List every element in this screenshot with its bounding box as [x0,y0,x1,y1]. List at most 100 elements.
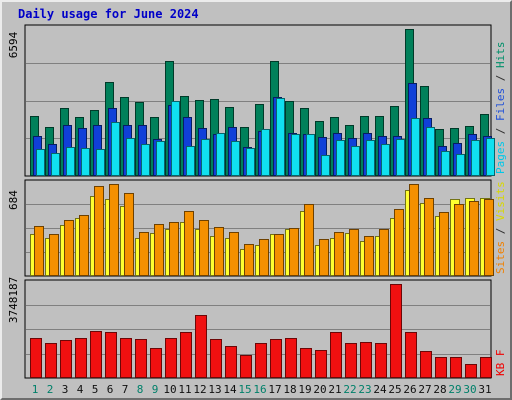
bar-kb-f-day-24 [375,343,387,378]
bar-pages-day-9 [156,141,165,176]
x-label-day-5: 5 [92,383,99,396]
legend-part-pages-files-hits-0: Pages [494,141,507,174]
legend-part-kbytes-0: KB F [494,350,507,377]
bar-pages-day-7 [126,138,135,176]
bar-sites-day-21 [334,232,344,276]
bar-sites-day-2 [49,234,59,276]
legend-part-pages-files-hits-4: Hits [494,42,507,69]
x-label-day-18: 18 [283,383,296,396]
bar-kb-f-day-11 [180,332,192,378]
bar-kb-f-day-8 [135,339,147,378]
bar-pages-day-16 [261,129,270,176]
bar-pages-day-3 [66,147,75,176]
bar-kb-f-day-18 [285,338,297,378]
bar-sites-day-29 [454,204,464,276]
legend-sites-visits: Sites / Visits [494,181,507,274]
bar-sites-day-30 [469,201,479,276]
bar-sites-day-31 [484,199,494,276]
bar-pages-day-25 [396,139,405,176]
x-label-day-30: 30 [463,383,476,396]
legend-part-pages-files-hits-2: Files [494,88,507,121]
bar-kb-f-day-9 [150,348,162,378]
bar-sites-day-13 [214,227,224,276]
bar-pages-day-19 [306,134,315,176]
x-label-day-11: 11 [178,383,191,396]
bar-sites-day-11 [184,211,194,276]
bar-sites-day-23 [364,236,374,276]
bar-sites-day-26 [409,184,419,276]
bar-sites-day-25 [394,209,404,276]
x-label-day-1: 1 [32,383,39,396]
bar-kb-f-day-22 [345,343,357,378]
x-label-day-29: 29 [448,383,461,396]
bar-sites-day-24 [379,229,389,276]
x-label-day-13: 13 [208,383,221,396]
bar-sites-day-19 [304,204,314,276]
bar-pages-day-12 [201,139,210,176]
legend-part-sites-visits-1: / [494,221,507,241]
bar-pages-day-15 [246,148,255,176]
legend-pages-files-hits: Pages / Files / Hits [494,42,507,175]
bar-kb-f-day-14 [225,346,237,378]
x-label-day-24: 24 [373,383,387,396]
bar-pages-day-31 [486,138,495,176]
max-label-kbytes: 3748187 [7,277,20,323]
bar-kb-f-day-27 [420,351,432,378]
x-label-day-22: 22 [343,383,356,396]
chart-title: Daily usage for June 2024 [18,7,199,21]
bar-pages-day-2 [51,153,60,176]
x-label-day-9: 9 [152,383,159,396]
x-label-day-2: 2 [47,383,54,396]
bar-sites-day-7 [124,193,134,276]
bar-kb-f-day-20 [315,350,327,378]
x-label-day-14: 14 [223,383,237,396]
bar-kb-f-day-17 [270,339,282,378]
bar-pages-day-11 [186,146,195,176]
bar-kb-f-day-26 [405,332,417,378]
bar-pages-day-14 [231,141,240,176]
legend-part-sites-visits-2: Visits [494,181,507,221]
bar-pages-day-24 [381,144,390,176]
bar-pages-day-13 [216,133,225,176]
bar-kb-f-day-30 [465,364,477,378]
bar-kb-f-day-7 [120,338,132,378]
bar-sites-day-8 [139,232,149,276]
bar-sites-day-28 [439,212,449,276]
bar-sites-day-6 [109,184,119,276]
legend-part-pages-files-hits-3: / [494,68,507,88]
bar-kb-f-day-16 [255,343,267,378]
legend-part-pages-files-hits-1: / [494,121,507,141]
bar-sites-day-1 [34,226,44,276]
bar-sites-day-20 [319,239,329,276]
bar-pages-day-30 [471,140,480,176]
x-label-day-17: 17 [268,383,281,396]
bar-sites-day-22 [349,229,359,276]
x-label-day-21: 21 [328,383,341,396]
bar-kb-f-day-15 [240,355,252,378]
legend-kbytes: KB F [494,350,507,377]
bar-kb-f-day-29 [450,357,462,378]
x-label-day-4: 4 [77,383,84,396]
bar-sites-day-16 [259,239,269,276]
legend-part-sites-visits-0: Sites [494,241,507,274]
bar-kb-f-day-4 [75,338,87,378]
x-label-day-15: 15 [238,383,251,396]
x-label-day-3: 3 [62,383,69,396]
bar-pages-day-22 [351,146,360,176]
bar-kb-f-day-19 [300,348,312,378]
bar-sites-day-27 [424,198,434,276]
bar-pages-day-1 [36,149,45,176]
bar-pages-day-8 [141,144,150,176]
bar-pages-day-10 [171,101,180,176]
x-label-day-20: 20 [313,383,326,396]
x-label-day-19: 19 [298,383,311,396]
bar-pages-day-29 [456,154,465,176]
bar-sites-day-4 [79,215,89,276]
bar-pages-day-23 [366,140,375,176]
bar-kb-f-day-28 [435,357,447,378]
bar-pages-day-28 [441,151,450,176]
bar-kb-f-day-1 [30,338,42,378]
x-label-day-16: 16 [253,383,266,396]
x-label-day-6: 6 [107,383,114,396]
